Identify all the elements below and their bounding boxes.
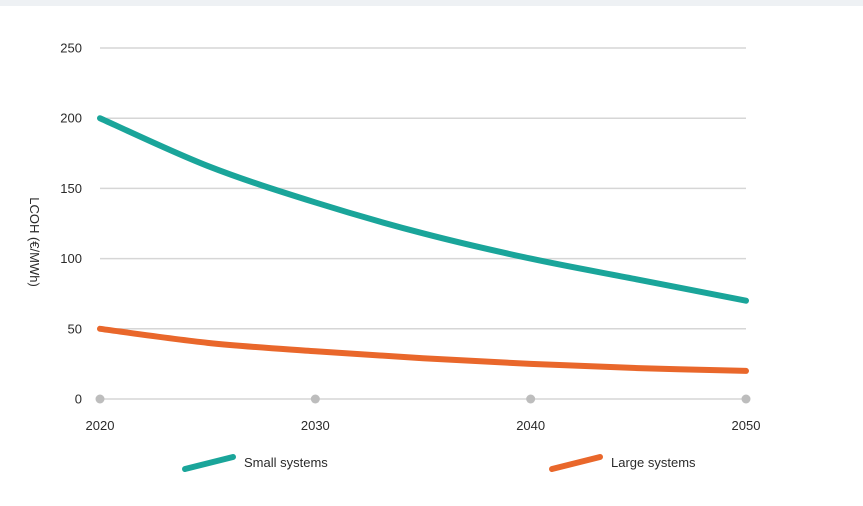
legend-swatch-small-systems — [182, 454, 236, 472]
series-lines — [97, 115, 749, 374]
x-tick-label: 2040 — [516, 418, 545, 433]
y-tick-label: 100 — [60, 251, 82, 266]
y-tick-label: 200 — [60, 111, 82, 126]
gridlines — [100, 47, 746, 400]
legend-label-small-systems: Small systems — [244, 455, 328, 470]
series-line-large-systems — [97, 325, 749, 374]
x-tick-label: 2030 — [301, 418, 330, 433]
x-tick-marker — [526, 394, 536, 404]
x-tick-label: 2050 — [732, 418, 761, 433]
x-axis-ticks: 2020 2030 2040 2050 — [86, 394, 761, 433]
y-tick-label: 150 — [60, 181, 82, 196]
y-tick-label: 50 — [68, 321, 82, 336]
y-tick-label: 0 — [75, 392, 82, 407]
legend-label-large-systems: Large systems — [611, 455, 696, 470]
y-tick-label: 250 — [60, 41, 82, 56]
x-tick-marker — [741, 394, 751, 404]
y-axis-label: LCOH (€/MWh) — [27, 197, 42, 287]
line-chart: 0 50 100 150 200 250 2020 2030 2040 2050 LCOH (€… — [27, 41, 761, 472]
legend-swatch-large-systems — [549, 454, 603, 472]
x-tick-marker — [95, 394, 105, 404]
x-tick-label: 2020 — [86, 418, 115, 433]
series-line-small-systems — [97, 115, 749, 304]
y-axis-ticks: 0 50 100 150 200 250 — [60, 41, 82, 407]
x-tick-marker — [310, 394, 320, 404]
legend: Small systems Large systems — [182, 454, 696, 472]
